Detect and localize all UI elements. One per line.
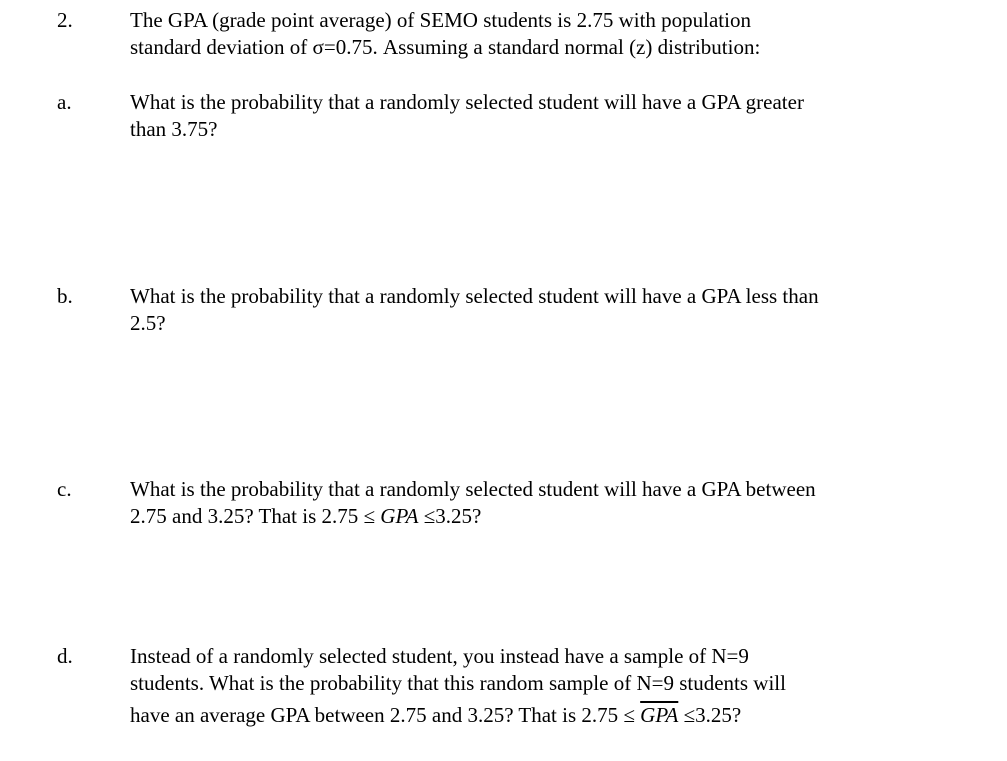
question-line: Instead of a randomly selected student, … bbox=[130, 644, 749, 668]
question-line: 2.75 and 3.25? That is 2.75 ≤ GPA ≤3.25? bbox=[130, 503, 990, 530]
math-expression: 2.75 ≤ GPA ≤3.25? bbox=[322, 504, 482, 528]
part-text: What is the probability that a randomly … bbox=[130, 283, 990, 337]
problem-intro: The GPA (grade point average) of SEMO st… bbox=[130, 7, 990, 61]
part-text: What is the probability that a randomly … bbox=[130, 476, 990, 530]
question-line: What is the probability that a randomly … bbox=[130, 90, 804, 114]
math-lower: 2.75 ≤ bbox=[321, 504, 381, 528]
math-end: ? bbox=[471, 504, 482, 528]
intro-line: standard deviation of σ=0.75. Assuming a… bbox=[130, 35, 761, 59]
question-text: 2.75 and 3.25? That is bbox=[130, 504, 322, 528]
problem-number: 2. bbox=[57, 8, 73, 32]
part-label: c. bbox=[57, 477, 72, 501]
math-upper: ≤3.25 bbox=[418, 504, 472, 528]
math-upper: ≤3.25 bbox=[678, 703, 732, 727]
question-text: have an average GPA between 2.75 and 3.2… bbox=[130, 703, 582, 727]
intro-line: The GPA (grade point average) of SEMO st… bbox=[130, 8, 751, 32]
part-label: d. bbox=[57, 644, 73, 668]
question-line: have an average GPA between 2.75 and 3.2… bbox=[130, 702, 990, 729]
part-text: What is the probability that a randomly … bbox=[130, 89, 990, 143]
math-variable: GPA bbox=[380, 504, 419, 528]
question-line: What is the probability that a randomly … bbox=[130, 477, 816, 501]
question-line: students. What is the probability that t… bbox=[130, 671, 786, 695]
question-line: than 3.75? bbox=[130, 117, 218, 141]
math-variable-mean: GPA bbox=[640, 703, 679, 727]
math-lower: 2.75 ≤ bbox=[581, 703, 641, 727]
part-label: a. bbox=[57, 90, 72, 114]
math-expression: 2.75 ≤ GPA ≤3.25? bbox=[581, 703, 741, 727]
question-line: 2.5? bbox=[130, 311, 166, 335]
part-label: b. bbox=[57, 284, 73, 308]
question-line: What is the probability that a randomly … bbox=[130, 284, 819, 308]
part-text: Instead of a randomly selected student, … bbox=[130, 643, 990, 729]
math-end: ? bbox=[731, 703, 742, 727]
